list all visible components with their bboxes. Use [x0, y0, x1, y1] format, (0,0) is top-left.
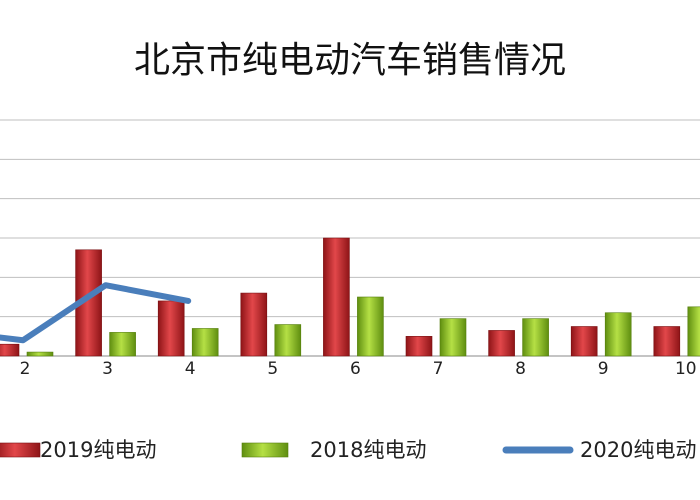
bar-red-2 — [0, 343, 20, 357]
bar-red-10 — [653, 326, 681, 357]
line-series — [0, 282, 192, 344]
bar-green-4 — [191, 328, 219, 357]
bar-red-5 — [240, 292, 268, 357]
bar-green-9 — [604, 312, 632, 357]
x-tick-label: 4 — [185, 359, 196, 379]
bar-red-7 — [405, 336, 433, 357]
bar-green-2 — [26, 351, 54, 357]
x-tick-labels: 2 3 4 5 6 7 8 9 10 — [20, 359, 697, 379]
x-tick-label: 8 — [515, 359, 526, 379]
bar-green-5 — [274, 324, 302, 357]
line-2020 — [0, 282, 192, 344]
bar-green-7 — [439, 318, 467, 357]
bar-green-10 — [687, 306, 700, 357]
bar-green-3 — [109, 332, 136, 357]
x-tick-label: 2 — [20, 359, 31, 379]
x-tick-label: 9 — [598, 359, 609, 379]
chart-title: 北京市纯电动汽车销售情况 — [134, 40, 566, 81]
legend-label: 2018纯电动 — [310, 438, 426, 462]
x-tick-label: 7 — [433, 359, 444, 379]
bar-red-9 — [570, 326, 598, 357]
x-tick-label: 6 — [350, 359, 361, 379]
bar-red-4 — [157, 300, 185, 357]
gridlines — [0, 119, 700, 318]
bars — [0, 237, 700, 357]
x-tick-label: 10 — [675, 359, 697, 379]
bar-green-6 — [357, 296, 384, 357]
bar-red-8 — [488, 330, 515, 357]
x-tick-label: 5 — [267, 359, 278, 379]
legend-label: 2019纯电动 — [40, 438, 156, 462]
legend-label: 2020纯电动 — [580, 438, 696, 462]
bar-green-8 — [522, 318, 549, 357]
bar-red-6 — [323, 237, 350, 357]
x-tick-label: 3 — [102, 359, 113, 379]
legend: 2019纯电动 2018纯电动 2020纯电动 — [0, 438, 696, 462]
legend-swatch — [0, 442, 41, 458]
legend-swatch — [241, 442, 289, 458]
